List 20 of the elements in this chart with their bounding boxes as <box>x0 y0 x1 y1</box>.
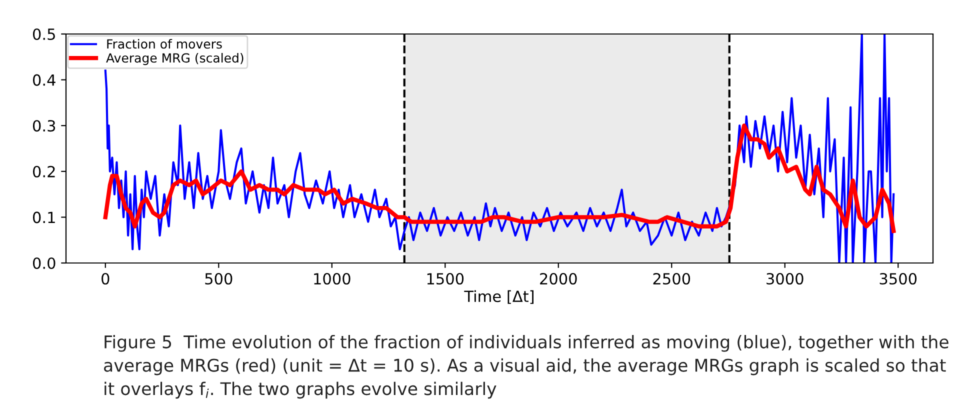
legend-label: Fraction of movers <box>107 39 222 49</box>
x-tick-label: 0 <box>102 272 110 285</box>
x-tick-label: 1500 <box>427 272 464 285</box>
x-tick-label: 2500 <box>653 272 690 285</box>
y-tick-label: 0.4 <box>32 74 56 86</box>
y-tick-label: 0.3 <box>32 120 56 132</box>
x-tick-label: 2000 <box>540 272 577 285</box>
x-tick-label: 3000 <box>766 272 804 285</box>
y-tick-label: 0.5 <box>32 28 55 40</box>
y-tick-label: 0.0 <box>32 257 56 270</box>
line-series <box>103 124 896 234</box>
x-tick-label: 500 <box>205 272 232 285</box>
x-axis-title: Time [Δt] <box>464 290 534 304</box>
legend-label: Average MRG (scaled) <box>106 52 244 66</box>
caption: Figure 5 Time evolution of the fraction of individuals inferred as moving (blue), together with the average MRGs (red) (unit = Δt = 10 s). As a visual aid, the average MRGs graph is scaled so that it overlays f$_{i}$. The two graphs evolve similarly <box>104 335 948 399</box>
x-tick-label: 1000 <box>314 272 350 285</box>
y-tick-label: 0.2 <box>32 166 55 178</box>
x-tick-label: 3500 <box>880 272 917 285</box>
line-series <box>104 34 895 263</box>
y-tick-label: 0.1 <box>32 212 55 224</box>
